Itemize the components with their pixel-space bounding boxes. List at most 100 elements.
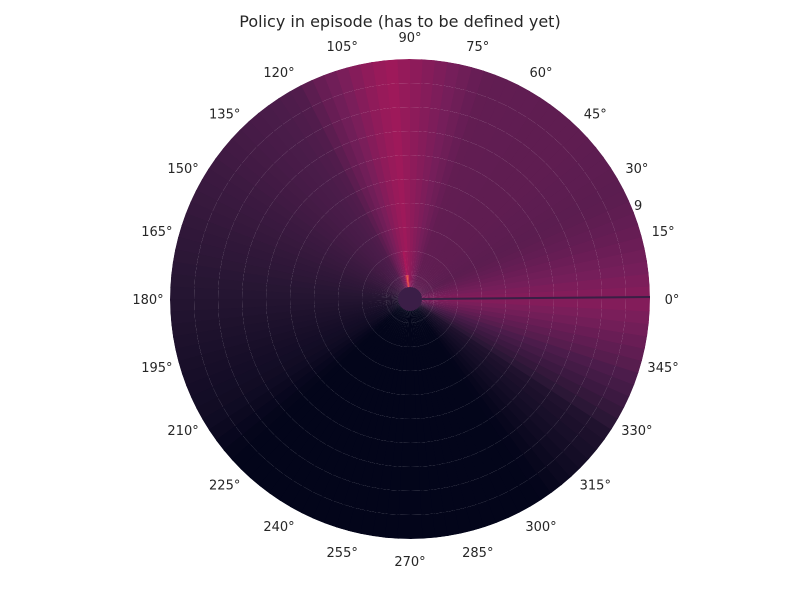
heatmap-cell	[222, 181, 249, 205]
heatmap-cell	[452, 191, 470, 216]
heatmap-cell	[484, 186, 507, 210]
heatmap-cell	[414, 227, 422, 252]
heatmap-cell	[449, 356, 467, 380]
heatmap-cell	[417, 345, 426, 371]
heatmap-cell	[242, 281, 267, 293]
heatmap-cell	[588, 220, 616, 240]
heatmap-cell	[422, 319, 437, 341]
heatmap-cell	[553, 297, 578, 308]
heatmap-cell	[540, 396, 567, 420]
heatmap-cell	[380, 342, 394, 367]
heatmap-cell	[465, 340, 489, 360]
heatmap-cell	[275, 240, 301, 257]
heatmap-cell	[536, 465, 563, 494]
heatmap-cell	[412, 346, 419, 371]
heatmap-cell	[307, 191, 330, 215]
heatmap-cell	[293, 261, 319, 275]
heatmap-cell	[473, 209, 495, 232]
heatmap-cell	[508, 428, 532, 455]
heatmap-cell	[577, 424, 606, 451]
heatmap-cell	[424, 343, 437, 368]
heatmap-cell	[429, 391, 442, 417]
heatmap-cell	[288, 143, 312, 170]
heatmap-cell	[218, 288, 243, 301]
heatmap-cell	[306, 347, 330, 366]
angular-tick-label: 240°	[263, 520, 294, 535]
heatmap-cell	[238, 375, 266, 397]
heatmap-cell	[341, 430, 360, 457]
heatmap-cell	[451, 320, 475, 335]
heatmap-sectors	[170, 59, 650, 539]
heatmap-cell	[447, 326, 469, 345]
heatmap-cell	[428, 84, 444, 110]
heatmap-cell	[607, 375, 635, 397]
heatmap-cell	[349, 221, 368, 244]
heatmap-cell	[338, 291, 363, 297]
heatmap-cell	[453, 138, 471, 165]
heatmap-cell	[295, 328, 321, 343]
heatmap-cell	[452, 318, 476, 332]
heatmap-cell	[392, 321, 403, 345]
heatmap-cell	[273, 193, 299, 216]
heatmap-cell	[310, 158, 332, 184]
heatmap-cell	[363, 284, 388, 293]
heatmap-cell	[403, 394, 411, 419]
heatmap-cell	[234, 367, 261, 388]
heatmap-cell	[249, 427, 276, 453]
heatmap-cell	[273, 156, 298, 182]
heatmap-cell	[370, 364, 385, 389]
heatmap-cell	[365, 211, 381, 236]
heatmap-cell	[390, 254, 402, 278]
heatmap-cell	[269, 323, 295, 338]
heatmap-cell	[234, 163, 261, 188]
heatmap-cell	[480, 218, 504, 239]
heatmap-cell	[256, 222, 282, 242]
heatmap-cell	[344, 318, 368, 333]
heatmap-cell	[390, 369, 400, 394]
heatmap-cell	[440, 334, 459, 355]
heatmap-cell	[421, 369, 431, 394]
heatmap-cell	[347, 259, 370, 276]
heatmap-cell	[302, 197, 326, 220]
heatmap-cell	[601, 188, 630, 212]
heatmap-cell	[364, 306, 388, 317]
angular-tick-label: 120°	[263, 66, 294, 81]
heatmap-cell	[220, 325, 246, 341]
heatmap-cell	[231, 443, 259, 470]
heatmap-cell	[201, 168, 229, 193]
angular-tick-label: 210°	[167, 424, 198, 439]
heatmap-cell	[439, 242, 459, 264]
heatmap-cell	[242, 299, 267, 309]
heatmap-cell	[464, 402, 483, 428]
heatmap-cell	[322, 70, 344, 98]
heatmap-cell	[301, 491, 324, 519]
heatmap-cell	[332, 341, 355, 360]
heatmap-cell	[410, 442, 420, 467]
heatmap-cell	[243, 383, 270, 405]
heatmap-cell	[530, 440, 556, 467]
heatmap-cell	[527, 268, 553, 281]
heatmap-cell	[358, 245, 378, 266]
heatmap-cell	[417, 227, 425, 253]
heatmap-cell	[297, 250, 323, 266]
heatmap-cell	[439, 437, 455, 464]
heatmap-cell	[275, 342, 301, 359]
heatmap-cell	[525, 260, 551, 275]
angular-tick-label: 300°	[525, 520, 556, 535]
heatmap-cell	[383, 257, 398, 279]
heatmap-cell	[292, 267, 318, 280]
heatmap-cell	[430, 309, 453, 323]
heatmap-cell	[413, 370, 421, 395]
heatmap-cell	[477, 263, 502, 277]
heatmap-cell	[377, 316, 396, 337]
heatmap-cell	[521, 192, 546, 215]
heatmap-cell	[314, 306, 339, 315]
heatmap-cell	[428, 268, 449, 285]
heatmap-cell	[516, 232, 542, 251]
heatmap-cell	[351, 253, 373, 272]
heatmap-cell	[366, 308, 389, 322]
heatmap-cell	[212, 200, 239, 223]
heatmap-cell	[395, 345, 403, 371]
heatmap-cell	[473, 254, 498, 270]
heatmap-cell	[267, 317, 293, 330]
